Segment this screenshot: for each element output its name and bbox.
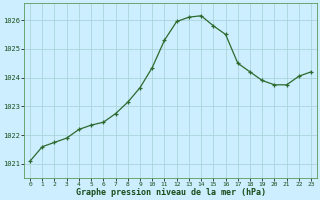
X-axis label: Graphe pression niveau de la mer (hPa): Graphe pression niveau de la mer (hPa) [76, 188, 266, 197]
